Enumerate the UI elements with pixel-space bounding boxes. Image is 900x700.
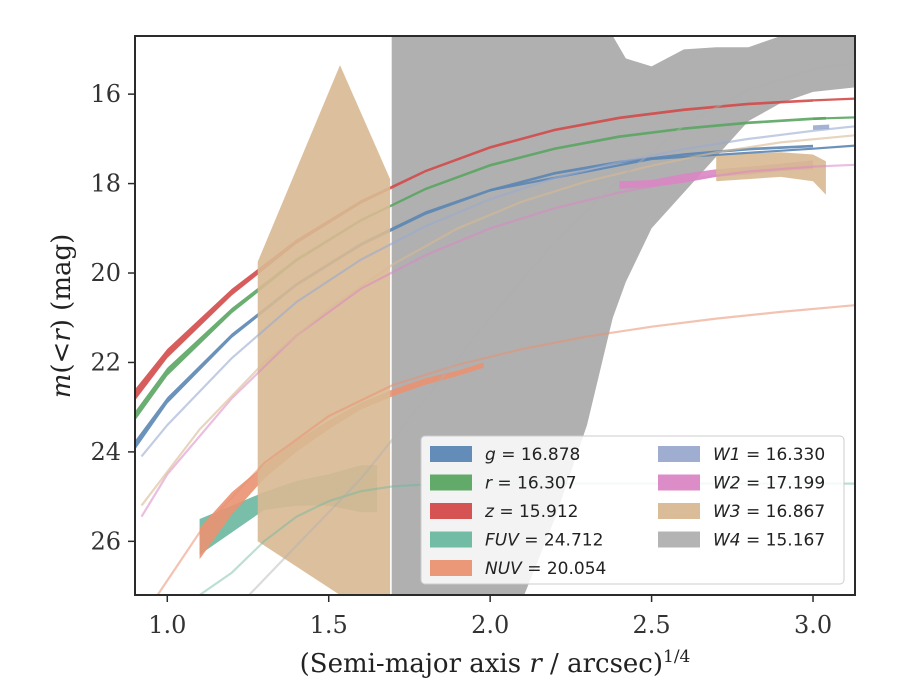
legend-entry-w1: W1 = 16.330 [658, 445, 825, 465]
legend-swatch [658, 531, 700, 548]
y-tick-label: 26 [90, 527, 121, 555]
curve-w1 [140, 125, 855, 458]
legend: g = 16.878 r = 16.307 z = 15.912 FUV = 24.7… [420, 435, 845, 585]
y-tick-label: 22 [90, 348, 121, 376]
curve-w3 [140, 134, 855, 507]
legend-label: W4 = 15.167 [713, 531, 825, 551]
legend-swatch [430, 446, 472, 462]
curve-w2 [140, 163, 855, 518]
legend-swatch [658, 446, 700, 462]
curve-r [812, 116, 855, 120]
legend-swatch [658, 474, 700, 491]
x-axis-ticks: 1.0 1.5 2.0 2.5 3.0 [148, 595, 832, 639]
y-axis-label: m(<r) (mag) [47, 234, 77, 399]
legend-swatch [430, 474, 472, 491]
legend-entry-r: r = 16.307 [430, 474, 577, 494]
x-tick-label: 3.0 [794, 611, 832, 639]
curve-nuv [156, 304, 855, 595]
legend-label: g = 16.878 [485, 445, 580, 465]
legend-entry-z: z = 15.912 [430, 502, 578, 522]
legend-frame [420, 435, 845, 585]
legend-label: W3 = 16.867 [713, 502, 825, 522]
legend-label: NUV = 20.054 [485, 559, 606, 579]
legend-entry-g: g = 16.878 [430, 445, 580, 465]
legend-entry-w3: W3 = 16.867 [658, 502, 825, 522]
curve-z [812, 97, 855, 102]
legend-label: FUV = 24.712 [485, 531, 603, 551]
band-w3 [257, 65, 391, 595]
legend-swatch [430, 503, 472, 519]
y-tick-label: 20 [90, 259, 121, 287]
legend-swatch [658, 503, 700, 519]
legend-label: r = 16.307 [485, 474, 577, 494]
plot-frame [134, 35, 856, 596]
x-axis-label: (Semi-major axis r / arcsec)1/4 [300, 647, 691, 679]
legend-label: W2 = 17.199 [713, 474, 825, 494]
legend-entry-w4: W4 = 15.167 [658, 531, 825, 551]
legend-entry-fuv: FUV = 24.712 [430, 531, 603, 551]
y-tick-label: 16 [90, 80, 121, 108]
x-tick-label: 1.0 [148, 611, 186, 639]
curve-w4 [247, 61, 855, 595]
legend-swatch [430, 560, 472, 576]
x-tick-label: 2.5 [633, 611, 671, 639]
legend-swatch [430, 531, 472, 548]
y-tick-label: 24 [90, 438, 121, 466]
band-w3-outer [716, 152, 826, 195]
y-axis-ticks: 16 18 20 22 24 26 [90, 80, 135, 555]
legend-label: z = 15.912 [484, 502, 578, 522]
y-tick-label: 18 [90, 170, 121, 198]
legend-entry-nuv: NUV = 20.054 [430, 559, 606, 579]
x-tick-label: 2.0 [471, 611, 509, 639]
legend-entry-w2: W2 = 17.199 [658, 474, 825, 494]
x-tick-label: 1.5 [310, 611, 348, 639]
legend-label: W1 = 16.330 [713, 445, 825, 465]
